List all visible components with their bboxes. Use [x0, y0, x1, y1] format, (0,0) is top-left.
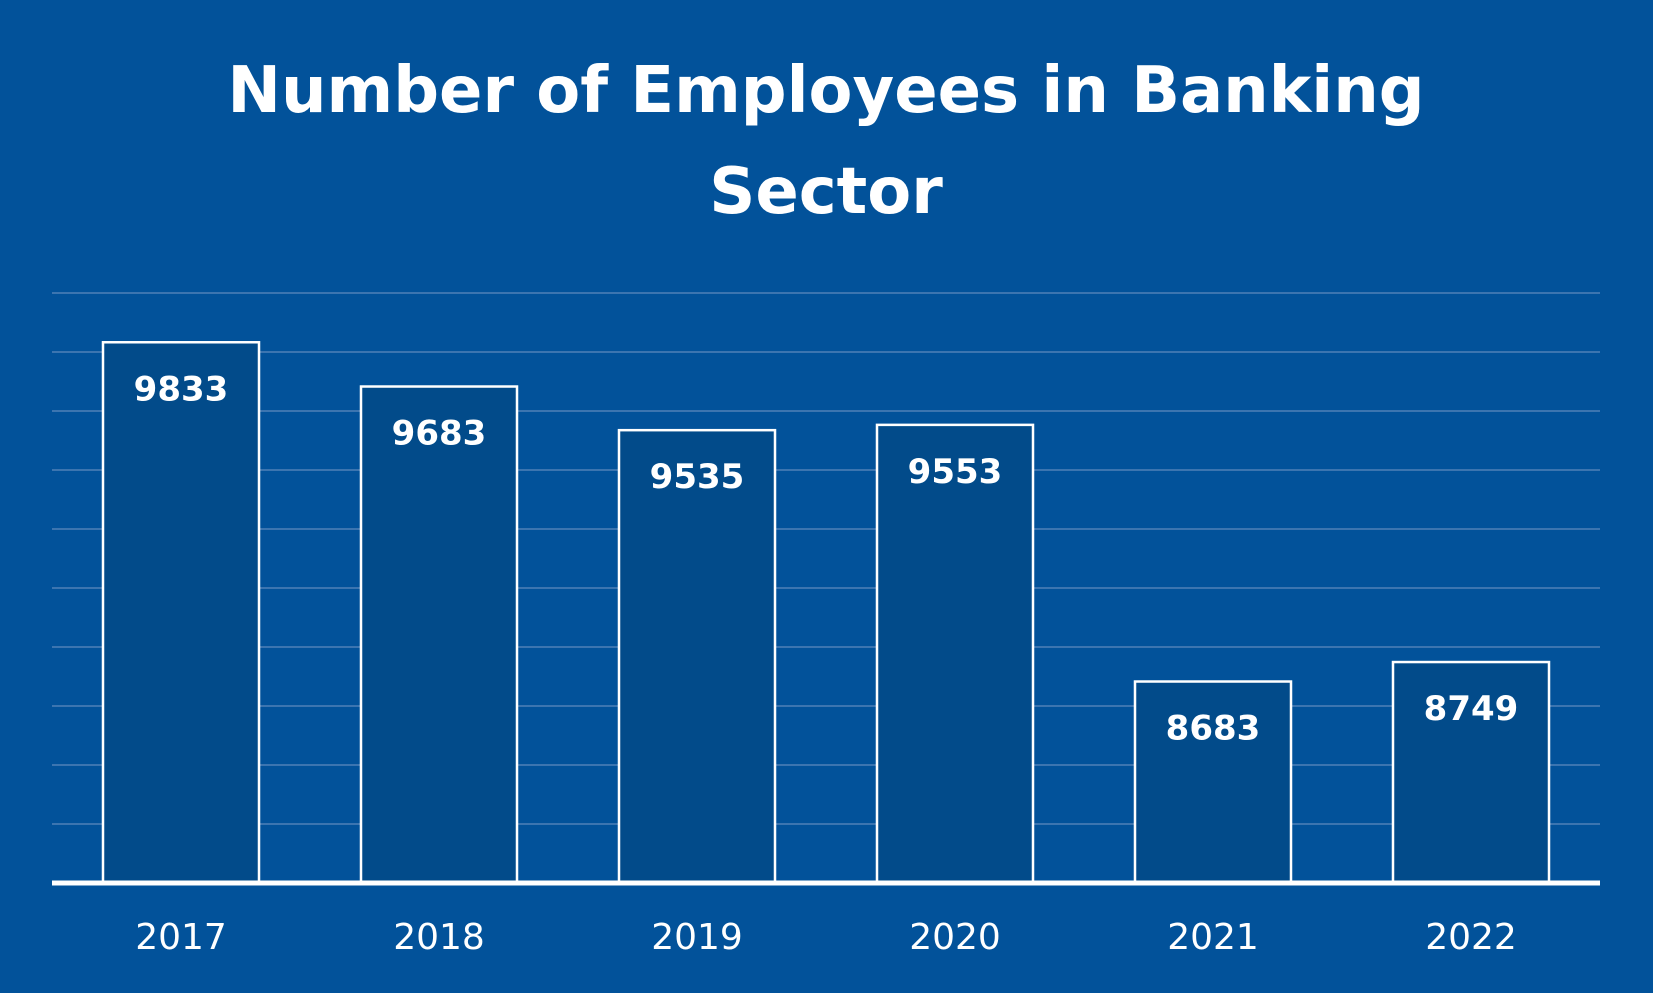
chart-title-line-2: Sector: [709, 155, 943, 229]
value-labels: 9833 9683 9535 9553 8683 8749: [134, 369, 1519, 748]
x-tick-label-2021: 2021: [1167, 917, 1259, 958]
bar-2021: [1133, 680, 1293, 885]
bar-2018: [359, 385, 519, 885]
value-label-2019: 9535: [650, 457, 745, 497]
value-label-2020: 9553: [908, 452, 1003, 492]
bar-2020: [875, 423, 1035, 885]
x-tick-label-2017: 2017: [135, 917, 227, 958]
gridlines: [52, 292, 1600, 825]
value-label-2022: 8749: [1424, 689, 1519, 729]
bar-2019: [617, 428, 777, 885]
value-label-2021: 8683: [1166, 709, 1261, 749]
x-tick-label-2018: 2018: [393, 917, 485, 958]
value-label-2018: 9683: [392, 414, 487, 454]
x-tick-label-2022: 2022: [1425, 917, 1517, 958]
chart-title-line-1: Number of Employees in Banking: [227, 54, 1424, 128]
value-label-2017: 9833: [134, 369, 229, 409]
bars: [101, 341, 1551, 885]
bar-2017: [101, 341, 261, 885]
x-axis-tick-labels: 2017 2018 2019 2020 2021 2022: [135, 917, 1517, 958]
x-tick-label-2019: 2019: [651, 917, 743, 958]
x-tick-label-2020: 2020: [909, 917, 1001, 958]
